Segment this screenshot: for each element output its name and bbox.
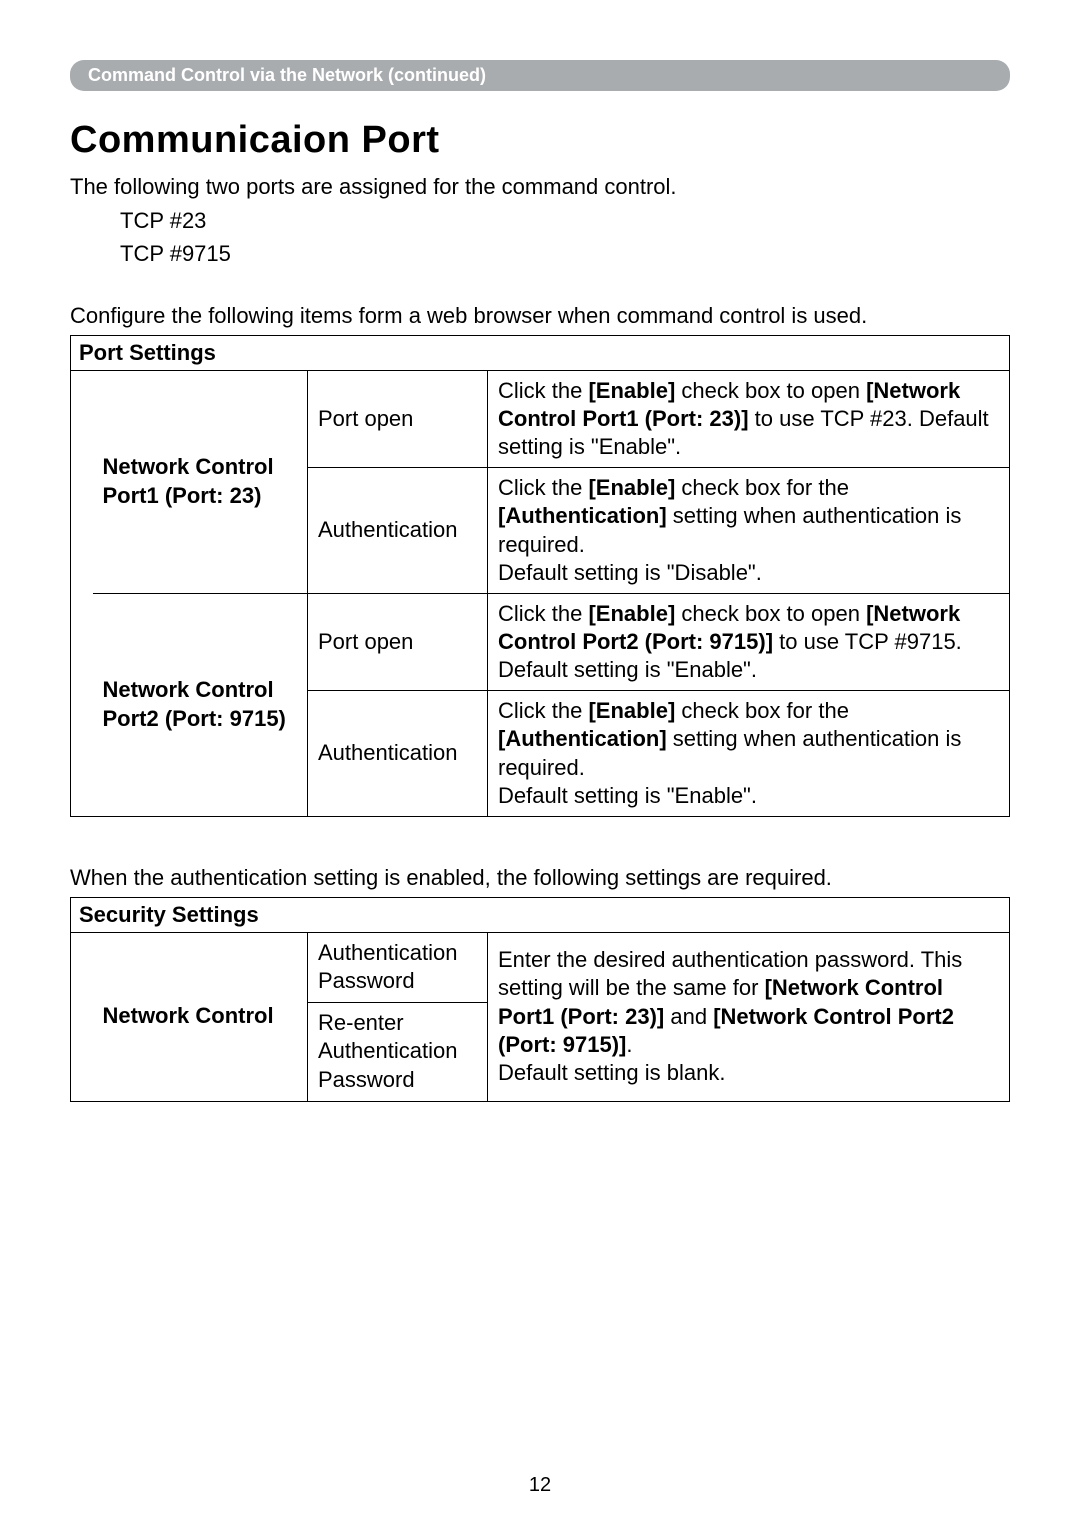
page-title: Communicaion Port [70, 119, 1010, 162]
auth-note: When the authentication setting is enabl… [70, 863, 1010, 893]
port-line-1: TCP #23 [120, 206, 1010, 236]
table-spacer [71, 370, 93, 816]
config-note: Configure the following items form a web… [70, 301, 1010, 331]
port-settings-table: Port Settings Network Control Port1 (Por… [70, 335, 1010, 817]
port2-desc-auth: Click the [Enable] check box for the [Au… [488, 691, 1010, 817]
port1-desc-auth: Click the [Enable] check box for the [Au… [488, 468, 1010, 594]
port2-field-open: Port open [308, 593, 488, 690]
security-settings-table: Security Settings Network Control Authen… [70, 897, 1010, 1102]
port2-field-auth: Authentication [308, 691, 488, 817]
port1-field-auth: Authentication [308, 468, 488, 594]
security-label: Network Control [93, 932, 308, 1101]
port1-field-open: Port open [308, 370, 488, 467]
port-table-header: Port Settings [71, 335, 1010, 370]
port-line-2: TCP #9715 [120, 239, 1010, 269]
port1-desc-open: Click the [Enable] check box to open [Ne… [488, 370, 1010, 467]
intro-text: The following two ports are assigned for… [70, 172, 1010, 202]
breadcrumb: Command Control via the Network (continu… [70, 60, 1010, 91]
security-table-header: Security Settings [71, 897, 1010, 932]
port2-label: Network Control Port2 (Port: 9715) [93, 593, 308, 816]
security-desc: Enter the desired authentication passwor… [488, 932, 1010, 1101]
port1-label: Network Control Port1 (Port: 23) [93, 370, 308, 593]
page-number: 12 [0, 1474, 1080, 1497]
table-spacer [71, 932, 93, 1101]
security-field1: Authentication Password [308, 932, 488, 1002]
security-field2: Re-enter Authentication Password [308, 1002, 488, 1101]
port2-desc-open: Click the [Enable] check box to open [Ne… [488, 593, 1010, 690]
